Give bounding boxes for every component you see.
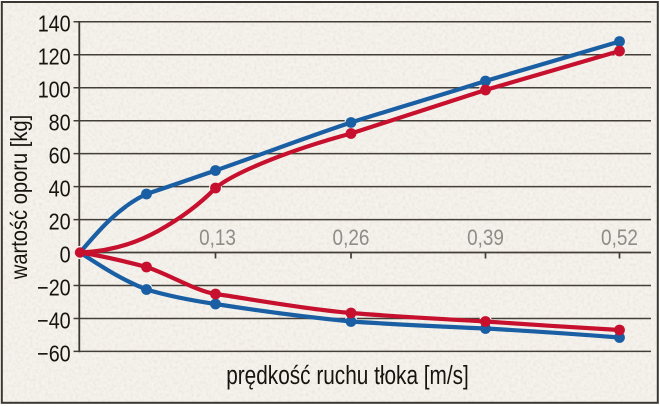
- svg-text:80: 80: [49, 110, 71, 136]
- svg-text:−60: −60: [37, 341, 71, 367]
- svg-text:40: 40: [49, 176, 71, 202]
- svg-text:140: 140: [38, 11, 71, 37]
- svg-text:0,13: 0,13: [199, 225, 236, 250]
- svg-text:−20: −20: [37, 275, 71, 301]
- svg-text:−40: −40: [37, 308, 71, 334]
- svg-text:wartość oporu [kg]: wartość oporu [kg]: [6, 115, 33, 280]
- svg-text:prędkość ruchu tłoka [m/s]: prędkość ruchu tłoka [m/s]: [226, 361, 469, 390]
- svg-text:0,39: 0,39: [467, 225, 504, 250]
- svg-text:0: 0: [60, 242, 71, 268]
- svg-text:60: 60: [49, 143, 71, 169]
- svg-text:0,52: 0,52: [601, 225, 638, 250]
- svg-text:0,26: 0,26: [333, 225, 370, 250]
- svg-text:100: 100: [38, 77, 71, 103]
- svg-text:120: 120: [38, 44, 71, 70]
- svg-text:20: 20: [49, 209, 71, 235]
